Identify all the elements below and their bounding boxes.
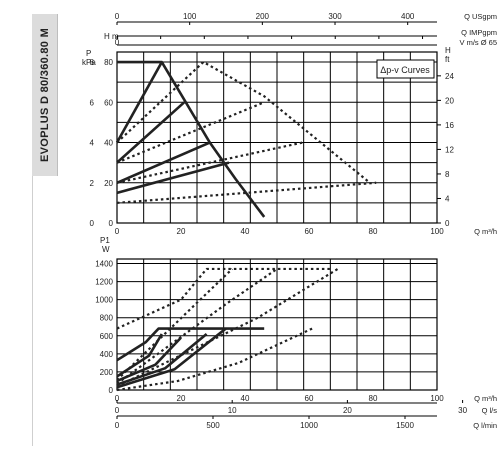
bottom-axis-ls-label: Q l/s (482, 406, 498, 415)
y-tick-label-ft: 4 (445, 194, 450, 203)
top-axis-usgpm-tick-label: 400 (401, 12, 415, 21)
head-curve-solid-2 (115, 61, 163, 144)
y-tick-label-w: 0 (109, 386, 114, 395)
x-tick-label-m3h: 40 (241, 227, 250, 236)
x-tick-label-m3h: 80 (369, 394, 378, 403)
power-curve-dotted-8 (116, 268, 278, 385)
y-tick-label-w: 800 (100, 314, 114, 323)
x-tick-label-m3h: 100 (430, 394, 444, 403)
y-tick-label-w: 400 (100, 350, 114, 359)
y-axis-label-h-right: H (445, 46, 451, 55)
y-tick-label-kpa: 2 (90, 179, 95, 188)
y-axis-label-kpa: kPa (82, 58, 96, 67)
bottom-axis-lmin-tick-label: 1500 (396, 421, 414, 430)
bottom-axis-ls-tick-label: 30 (458, 406, 467, 415)
head-curve-solid-3 (116, 101, 186, 164)
x-axis-label-m3h: Q m³/h (474, 227, 497, 236)
y-axis-label-p1: P1 (100, 236, 110, 245)
power-curve-solid-3 (116, 336, 182, 383)
x-tick-label-m3h: 40 (241, 394, 250, 403)
y-tick-label-m: 60 (104, 98, 113, 107)
x-tick-label-m3h: 60 (305, 227, 314, 236)
bottom-axis-lmin-tick-label: 0 (115, 421, 120, 430)
power-curve-solid-5 (116, 327, 227, 389)
y-tick-label-w: 200 (100, 368, 114, 377)
y-tick-label-m: 20 (104, 179, 113, 188)
head-curve-solid-5 (116, 161, 230, 195)
top-axis-impgpm-label: Q IMPgpm (461, 28, 497, 37)
legend-label: Δp-v Curves (380, 65, 430, 75)
top-axis-usgpm-tick-label: 0 (115, 12, 120, 21)
plot-frame-power (116, 258, 438, 391)
bottom-axis-lmin-label: Q l/min (473, 421, 497, 430)
y-tick-label-ft: 20 (445, 96, 454, 105)
x-tick-label-m3h: 0 (115, 227, 120, 236)
top-axis-velocity-label: V m/s Ø 65 (459, 38, 497, 47)
y-tick-label-ft: 16 (445, 121, 454, 130)
y-tick-label-w: 1400 (95, 260, 113, 269)
bottom-axis-lmin-tick-label: 1000 (300, 421, 318, 430)
y-tick-label-m: 80 (104, 58, 113, 67)
x-tick-label-m3h: 20 (177, 227, 186, 236)
y-tick-label-ft: 12 (445, 145, 454, 154)
x-tick-label-m3h: 80 (369, 227, 378, 236)
head-curve-dotted-7 (116, 101, 265, 164)
x-axis-label-m3h: Q m³/h (474, 394, 497, 403)
y-tick-label-w: 1000 (95, 296, 113, 305)
top-axis-usgpm-label: Q USgpm (464, 12, 497, 21)
y-tick-label-ft: 24 (445, 72, 454, 81)
left-divider (32, 176, 33, 446)
x-tick-label-m3h: 100 (430, 227, 444, 236)
y-tick-label-kpa: 6 (90, 98, 95, 107)
x-tick-label-m3h: 20 (177, 394, 186, 403)
top-axis-usgpm-tick-label: 200 (256, 12, 270, 21)
top-axis-velocity-tick-label: 0 (115, 38, 120, 47)
power-curve-dotted-10 (116, 327, 313, 392)
power-curve-dotted-7 (116, 268, 233, 381)
y-tick-label-kpa: 4 (90, 139, 95, 148)
y-tick-label-m: 0 (109, 219, 114, 228)
y-axis-label-ft: ft (445, 55, 450, 64)
x-tick-label-m3h: 60 (305, 394, 314, 403)
top-axis-usgpm-tick-label: 100 (183, 12, 197, 21)
plot-frame-head (116, 51, 438, 224)
y-axis-label-p: P (86, 49, 91, 58)
bottom-axis-ls-tick-label: 0 (115, 406, 120, 415)
bottom-axis-ls-tick-label: 20 (343, 406, 352, 415)
bottom-axis-lmin-tick-label: 500 (206, 421, 220, 430)
y-axis-label-w: W (102, 245, 110, 254)
top-axis-usgpm-tick-label: 300 (328, 12, 342, 21)
y-axis-label-h-m: H m (104, 32, 119, 41)
y-tick-label-ft: 0 (445, 219, 450, 228)
y-tick-label-ft: 8 (445, 170, 450, 179)
head-curve-dotted-9 (116, 181, 377, 204)
y-tick-label-m: 40 (104, 139, 113, 148)
head-curve-solid-4 (116, 141, 211, 184)
y-tick-label-w: 600 (100, 332, 114, 341)
power-curve-dotted-6 (116, 267, 332, 330)
legend-box (376, 59, 435, 79)
y-tick-label-kpa: 8 (90, 58, 95, 67)
product-side-tab: EVOPLUS D 80/360.80 M (32, 14, 58, 176)
y-tick-label-w: 1200 (95, 278, 113, 287)
power-curve-solid-1 (116, 327, 265, 362)
head-curve-solid-1 (117, 60, 266, 218)
bottom-axis-ls-tick-label: 10 (228, 406, 237, 415)
y-tick-label-kpa: 0 (90, 219, 95, 228)
x-tick-label-m3h: 0 (115, 394, 120, 403)
head-curve-dotted-8 (116, 141, 303, 184)
